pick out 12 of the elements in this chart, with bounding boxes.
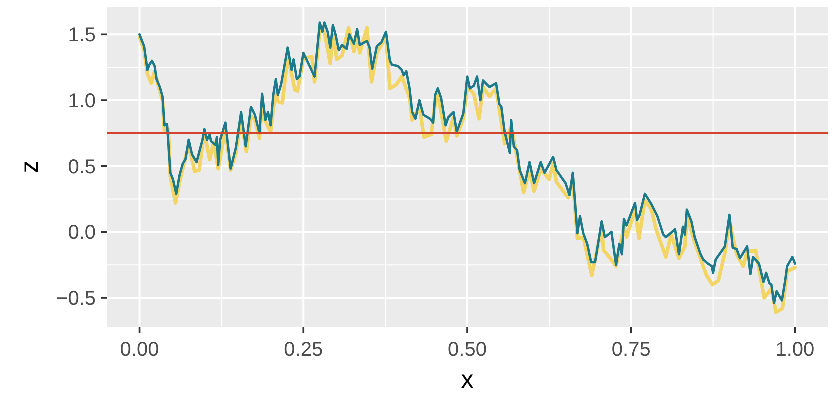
y-tick-label: −0.5 [56,288,96,310]
y-tick-label: 1.0 [68,90,96,112]
y-axis-title: z [16,160,44,174]
y-tick-label: 0.0 [68,222,96,244]
x-tick-label: 0.75 [612,339,651,361]
x-tick-label: 1.00 [776,339,815,361]
x-tick-label: 0.25 [284,339,324,361]
x-axis-title: x [461,366,474,394]
y-tick-label: 0.5 [68,156,96,178]
x-tick-label: 0.50 [448,339,487,361]
y-tick-label: 1.5 [68,24,96,47]
x-tick-label: 0.00 [120,339,160,361]
